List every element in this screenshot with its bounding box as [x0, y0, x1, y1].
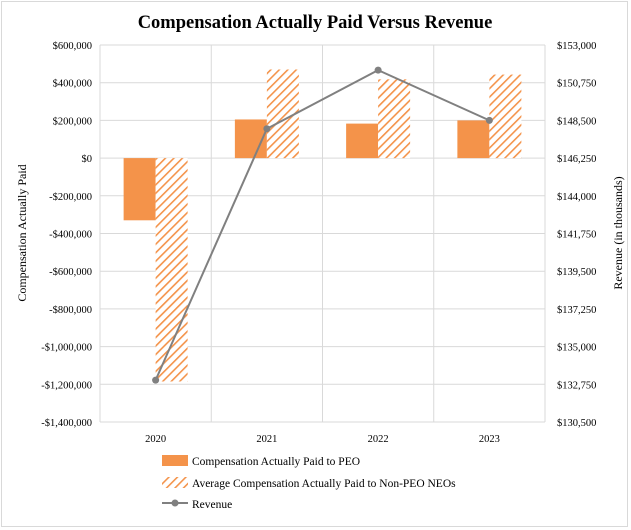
- right-tick-label: $153,000: [557, 41, 596, 52]
- left-tick-label: -$200,000: [49, 192, 92, 203]
- revenue-point: [374, 66, 382, 74]
- left-tick-label: $0: [82, 154, 93, 165]
- right-tick-label: $148,500: [557, 116, 596, 127]
- bar-non-peo: [378, 79, 411, 159]
- left-tick-label: -$1,200,000: [41, 380, 92, 391]
- chart-title: Compensation Actually Paid Versus Revenu…: [138, 13, 493, 33]
- x-tick-label: 2023: [479, 434, 500, 445]
- left-tick-label: -$800,000: [49, 305, 92, 316]
- bar-peo: [346, 123, 379, 159]
- right-tick-label: $144,000: [557, 192, 596, 203]
- right-tick-label: $139,500: [557, 267, 596, 278]
- legend-label-revenue: Revenue: [192, 499, 232, 511]
- right-tick-label: $135,000: [557, 343, 596, 354]
- legend-label-non-peo: Average Compensation Actually Paid to No…: [192, 478, 456, 490]
- left-axis-title: Compensation Actually Paid: [15, 164, 29, 301]
- x-tick-label: 2022: [368, 434, 389, 445]
- left-tick-label: $600,000: [53, 41, 92, 52]
- legend-swatch-non-peo: [162, 477, 188, 488]
- legend-swatch-revenue-marker: [171, 499, 179, 507]
- right-tick-label: $141,750: [557, 230, 596, 241]
- right-tick-label: $146,250: [557, 154, 596, 165]
- left-tick-label: -$400,000: [49, 230, 92, 241]
- left-axis-ticks: $600,000 $400,000 $200,000 $0 -$200,000 -$400…: [41, 41, 92, 429]
- right-tick-label: $130,500: [557, 418, 596, 429]
- bar-non-peo: [155, 158, 188, 382]
- left-tick-label: -$600,000: [49, 267, 92, 278]
- legend: Compensation Actually Paid to PEO Averag…: [162, 455, 456, 511]
- legend-label-peo: Compensation Actually Paid to PEO: [192, 456, 360, 468]
- right-axis-title: Revenue (in thousands): [611, 176, 625, 289]
- right-tick-label: $132,750: [557, 380, 596, 391]
- revenue-point: [263, 125, 271, 133]
- left-tick-label: -$1,000,000: [41, 343, 92, 354]
- x-tick-label: 2021: [256, 434, 277, 445]
- bar-peo: [123, 158, 156, 221]
- legend-swatch-peo: [162, 455, 188, 466]
- left-tick-label: $400,000: [53, 79, 92, 90]
- bar-peo: [457, 120, 490, 159]
- bar-non-peo: [489, 74, 522, 159]
- x-axis-ticks: 2020 2021 2022 2023: [145, 434, 500, 445]
- left-tick-label: -$1,400,000: [41, 418, 92, 429]
- right-tick-label: $150,750: [557, 79, 596, 90]
- left-tick-label: $200,000: [53, 116, 92, 127]
- right-axis-ticks: $153,000 $150,750 $148,500 $146,250 $144,000…: [557, 41, 596, 429]
- revenue-point: [485, 116, 493, 124]
- right-tick-label: $137,250: [557, 305, 596, 316]
- revenue-point: [152, 376, 160, 384]
- revenue-line-path: [154, 69, 490, 381]
- x-tick-label: 2020: [145, 434, 166, 445]
- revenue-line: [152, 66, 493, 384]
